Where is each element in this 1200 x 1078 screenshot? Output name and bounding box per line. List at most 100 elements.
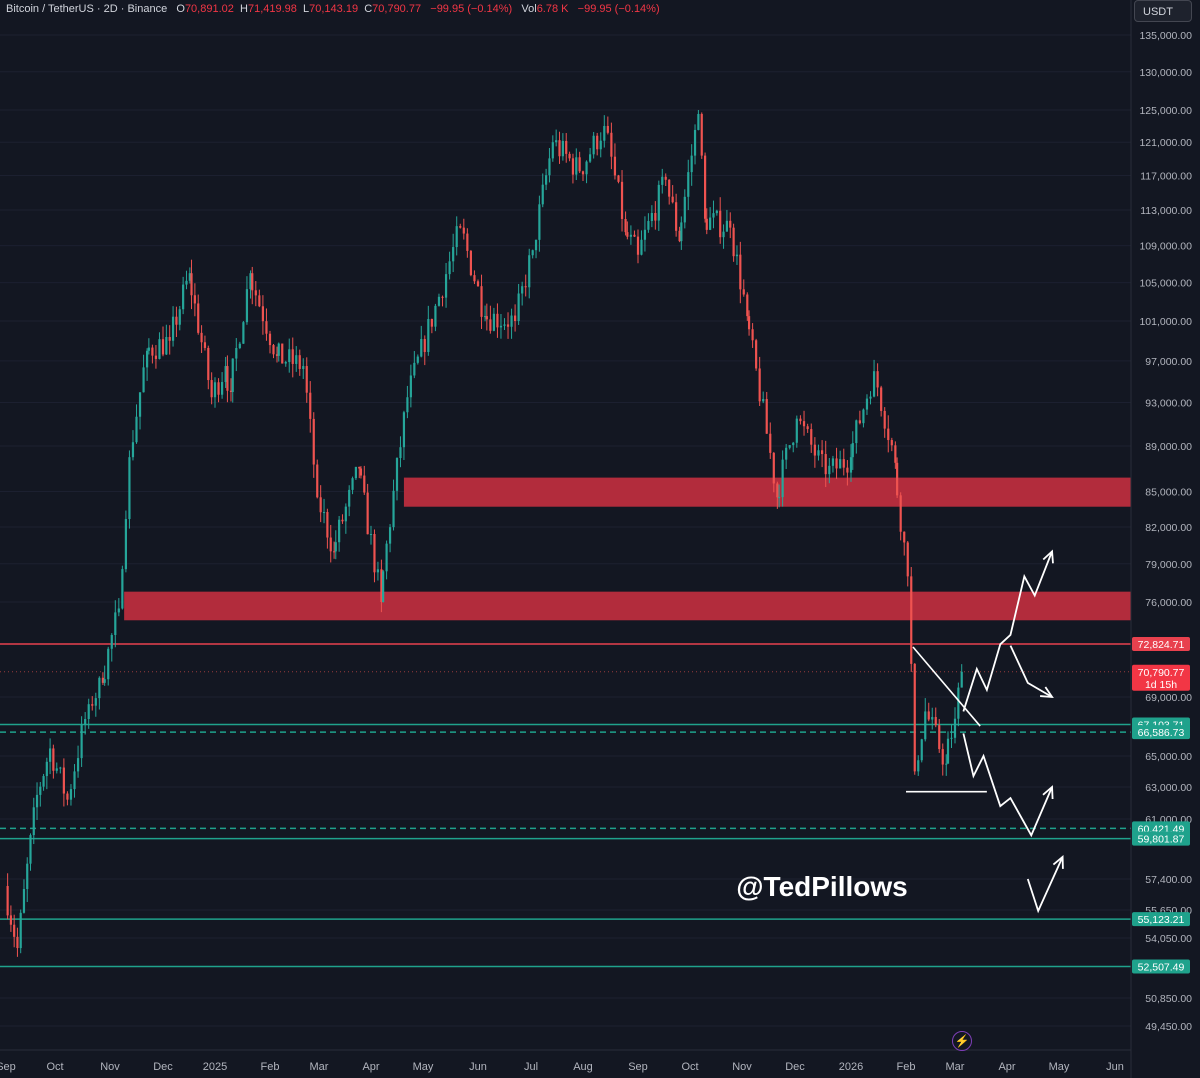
candle-body (839, 459, 842, 469)
candle-body (210, 380, 213, 398)
time-axis: Sep Oct Nov Dec 2025 Feb Mar Apr May Jun Jul Aug Sep… (0, 1049, 1131, 1073)
candle-body (795, 418, 798, 443)
candle-body (913, 663, 916, 772)
candle-body (295, 355, 298, 364)
time-tick-label: Oct (46, 1061, 63, 1073)
candle-body (382, 571, 385, 602)
candle-body (430, 319, 433, 327)
candle-body (35, 794, 39, 808)
candle-body (758, 368, 761, 402)
candle-body (448, 261, 451, 275)
candle-body (462, 227, 465, 234)
candle-body (960, 671, 963, 688)
candle-body (555, 140, 558, 143)
candle-body (824, 454, 827, 475)
price-level-tag: 59,801.87 (1132, 831, 1190, 846)
candle-body (110, 635, 113, 649)
candle-body (664, 176, 667, 180)
candle-body (19, 912, 22, 949)
time-tick-label: 2026 (839, 1061, 863, 1073)
candle-body (624, 218, 627, 233)
candle-body (629, 234, 633, 237)
candle-body (437, 296, 441, 306)
candle-body (165, 337, 168, 355)
candle-body (434, 305, 437, 327)
candle-body (265, 321, 268, 334)
price-level-tag-text: 52,507.49 (1138, 961, 1185, 973)
time-tick-label: Dec (785, 1061, 805, 1073)
candle-body (725, 220, 729, 232)
candle-body (13, 924, 16, 937)
price-tick-label: 76,000.00 (1145, 597, 1192, 609)
candle-body (322, 512, 326, 514)
candle-body (858, 420, 861, 424)
candle-body (101, 677, 105, 683)
candle-body (528, 255, 531, 288)
candle-body (703, 155, 707, 219)
candle-body (229, 390, 233, 392)
candle-body (16, 936, 19, 949)
open-value: 70,891.02 (184, 3, 234, 15)
candle-body (341, 519, 344, 522)
candle-body (226, 366, 229, 391)
candle-body (188, 273, 191, 281)
price-tick-label: 49,450.00 (1145, 1021, 1192, 1033)
candle-body (931, 717, 934, 720)
candle-body (828, 465, 831, 475)
resistance-zones (124, 477, 1132, 621)
candle-body (950, 737, 953, 739)
candle-body (746, 294, 749, 317)
candle-body (606, 125, 609, 133)
symbol-header: Bitcoin / TetherUS · 2D · Binance O70,89… (6, 3, 660, 15)
time-tick-label: Sep (0, 1061, 16, 1073)
price-level-tag: 52,507.49 (1132, 959, 1190, 974)
time-tick-label: Mar (310, 1061, 329, 1073)
candle-body (690, 155, 693, 173)
candle-body (392, 490, 395, 528)
price-tick-label: 79,000.00 (1145, 559, 1192, 571)
candle-body (369, 534, 373, 536)
price-tick-label: 89,000.00 (1145, 441, 1192, 453)
candle-body (245, 289, 249, 323)
time-tick-label: Aug (573, 1061, 593, 1073)
candle-body (185, 280, 188, 285)
time-tick-label: May (413, 1061, 434, 1073)
candle-body (441, 296, 444, 298)
lightning-icon[interactable]: ⚡ (952, 1031, 972, 1051)
currency-button[interactable]: USDT (1134, 0, 1192, 22)
candle-body (887, 428, 890, 441)
candle-body (643, 229, 647, 240)
candle-body (732, 227, 735, 257)
candle-body (697, 113, 700, 130)
candle-body (705, 218, 708, 230)
current-price-tag-text: 1d 15h (1145, 679, 1177, 691)
candle-body (6, 886, 9, 916)
candle-body (906, 542, 909, 577)
candle-body (633, 234, 636, 237)
candle-body (880, 387, 883, 411)
symbol-title[interactable]: Bitcoin / TetherUS · 2D · Binance (6, 3, 168, 15)
price-levels (0, 643, 1131, 968)
candle-body (146, 350, 149, 368)
candle-body (599, 140, 602, 150)
candle-body (312, 418, 315, 465)
candle-body (687, 172, 690, 197)
candle-body (751, 329, 754, 341)
candle-body (647, 221, 650, 230)
candle-body (135, 416, 138, 443)
candle-body (620, 181, 624, 219)
candle-body (835, 458, 838, 469)
candle-body (603, 125, 606, 141)
candle-body (366, 492, 369, 535)
candle-body (712, 213, 715, 218)
close-value: 70,790.77 (372, 3, 422, 15)
time-tick-label: 2025 (203, 1061, 227, 1073)
candle-body (334, 542, 337, 552)
candle-body (52, 748, 55, 771)
candle-body (158, 339, 161, 359)
high-value: 71,419.98 (247, 3, 297, 15)
time-tick-label: Feb (897, 1061, 916, 1073)
price-level-tag-bg (1132, 912, 1190, 927)
